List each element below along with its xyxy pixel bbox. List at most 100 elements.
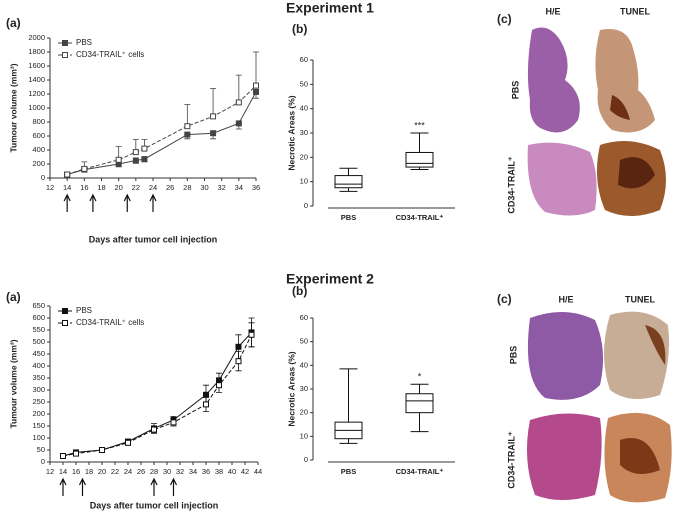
injection-arrow bbox=[59, 477, 67, 496]
marker bbox=[132, 157, 139, 164]
error-bar bbox=[235, 74, 242, 103]
legend-marker bbox=[62, 40, 68, 46]
y-tick-label: 50 bbox=[300, 337, 308, 346]
x-tick-label: 28 bbox=[183, 183, 191, 192]
marker bbox=[203, 391, 209, 398]
x-tick-label: 16 bbox=[72, 467, 80, 476]
marker bbox=[73, 450, 79, 457]
x-tick-label: PBS bbox=[341, 467, 356, 476]
marker bbox=[235, 343, 242, 350]
histology-panel: (c) H/E TUNEL PBS CD34-TRAIL⁺ bbox=[497, 6, 666, 216]
marker bbox=[141, 145, 148, 152]
marker bbox=[81, 165, 88, 172]
y-tick-label: 10 bbox=[300, 177, 308, 186]
injection-arrow bbox=[123, 193, 131, 212]
stain bbox=[620, 438, 660, 474]
x-axis-label: Days after tumor cell injection bbox=[90, 500, 219, 510]
column-label: H/E bbox=[558, 294, 573, 304]
marker bbox=[253, 82, 259, 89]
x-tick-label: 40 bbox=[228, 467, 236, 476]
marker bbox=[210, 130, 217, 137]
significance: * bbox=[418, 372, 422, 382]
y-tick-label: 0 bbox=[304, 455, 308, 464]
legend-marker bbox=[62, 52, 68, 58]
panel-label: (a) bbox=[6, 16, 21, 30]
marker bbox=[235, 120, 242, 127]
y-tick-label: 350 bbox=[32, 373, 45, 382]
y-tick-label: 400 bbox=[32, 145, 45, 154]
x-tick-label: 26 bbox=[166, 183, 174, 192]
marker bbox=[235, 99, 242, 106]
marker bbox=[115, 156, 122, 163]
y-tick-label: 100 bbox=[32, 433, 45, 442]
x-tick-label: 14 bbox=[59, 467, 67, 476]
series-line bbox=[67, 91, 257, 175]
injection-arrow bbox=[78, 477, 87, 496]
x-tick-label: 20 bbox=[114, 183, 122, 192]
marker bbox=[216, 382, 222, 389]
x-tick-label: 36 bbox=[202, 467, 210, 476]
y-tick-label: 50 bbox=[300, 79, 308, 88]
x-tick-label: 22 bbox=[132, 183, 140, 192]
legend-marker bbox=[62, 320, 68, 326]
y-tick-label: 550 bbox=[32, 325, 45, 334]
legend-label: CD34-TRAIL⁺ cells bbox=[76, 50, 144, 59]
x-tick-label: 20 bbox=[98, 467, 106, 476]
y-axis-label: Tumour volume (mm³) bbox=[8, 339, 18, 428]
y-tick-label: 250 bbox=[32, 397, 45, 406]
marker bbox=[151, 426, 157, 433]
marker bbox=[184, 123, 191, 130]
x-tick-label: 24 bbox=[124, 467, 132, 476]
y-tick-label: 650 bbox=[32, 301, 45, 310]
y-tick-label: 1800 bbox=[28, 47, 45, 56]
x-tick-label: 34 bbox=[189, 467, 197, 476]
y-tick-label: 450 bbox=[32, 349, 45, 358]
experiment-title: Experiment 1 bbox=[286, 0, 374, 16]
x-tick-label: 42 bbox=[241, 467, 249, 476]
stain bbox=[645, 325, 666, 365]
x-tick-label: 44 bbox=[254, 467, 262, 476]
y-tick-label: 200 bbox=[32, 409, 45, 418]
marker bbox=[248, 331, 255, 338]
box bbox=[405, 151, 434, 168]
x-axis-label: Days after tumor cell injection bbox=[89, 234, 218, 244]
marker bbox=[203, 401, 209, 408]
x-tick-label: CD34-TRAIL⁺ bbox=[396, 213, 444, 222]
x-tick-label: 14 bbox=[63, 183, 71, 192]
box bbox=[405, 393, 434, 414]
x-tick-label: 34 bbox=[235, 183, 243, 192]
y-tick-label: 10 bbox=[300, 431, 308, 440]
marker bbox=[141, 156, 148, 163]
column-label: TUNEL bbox=[620, 6, 650, 16]
x-tick-label: 24 bbox=[149, 183, 157, 192]
injection-arrow bbox=[63, 193, 71, 212]
stain bbox=[610, 95, 630, 120]
y-tick-label: 60 bbox=[300, 55, 308, 64]
x-tick-label: 32 bbox=[176, 467, 184, 476]
column-label: H/E bbox=[545, 6, 560, 16]
marker bbox=[99, 447, 105, 453]
panel-label: (c) bbox=[497, 292, 512, 306]
he-image bbox=[526, 413, 602, 500]
marker bbox=[184, 131, 191, 138]
y-tick-label: 200 bbox=[32, 159, 45, 168]
experiment-title: Experiment 2 bbox=[286, 271, 374, 287]
y-tick-label: 600 bbox=[32, 131, 45, 140]
marker bbox=[132, 149, 139, 156]
x-tick-label: 12 bbox=[46, 467, 54, 476]
panel-label: (c) bbox=[497, 12, 512, 26]
x-tick-label: 18 bbox=[85, 467, 93, 476]
he-image bbox=[527, 311, 604, 400]
stain bbox=[618, 157, 655, 189]
y-axis-label: Necrotic Areas (%) bbox=[286, 95, 296, 170]
row-label: PBS bbox=[508, 346, 518, 365]
error-bar bbox=[210, 88, 217, 117]
y-tick-label: 1200 bbox=[28, 89, 45, 98]
y-tick-label: 2000 bbox=[28, 33, 45, 42]
he-image bbox=[527, 27, 580, 133]
y-tick-label: 300 bbox=[32, 385, 45, 394]
error-bar bbox=[253, 51, 259, 86]
y-tick-label: 40 bbox=[300, 360, 308, 369]
panel-label: (b) bbox=[292, 22, 307, 36]
